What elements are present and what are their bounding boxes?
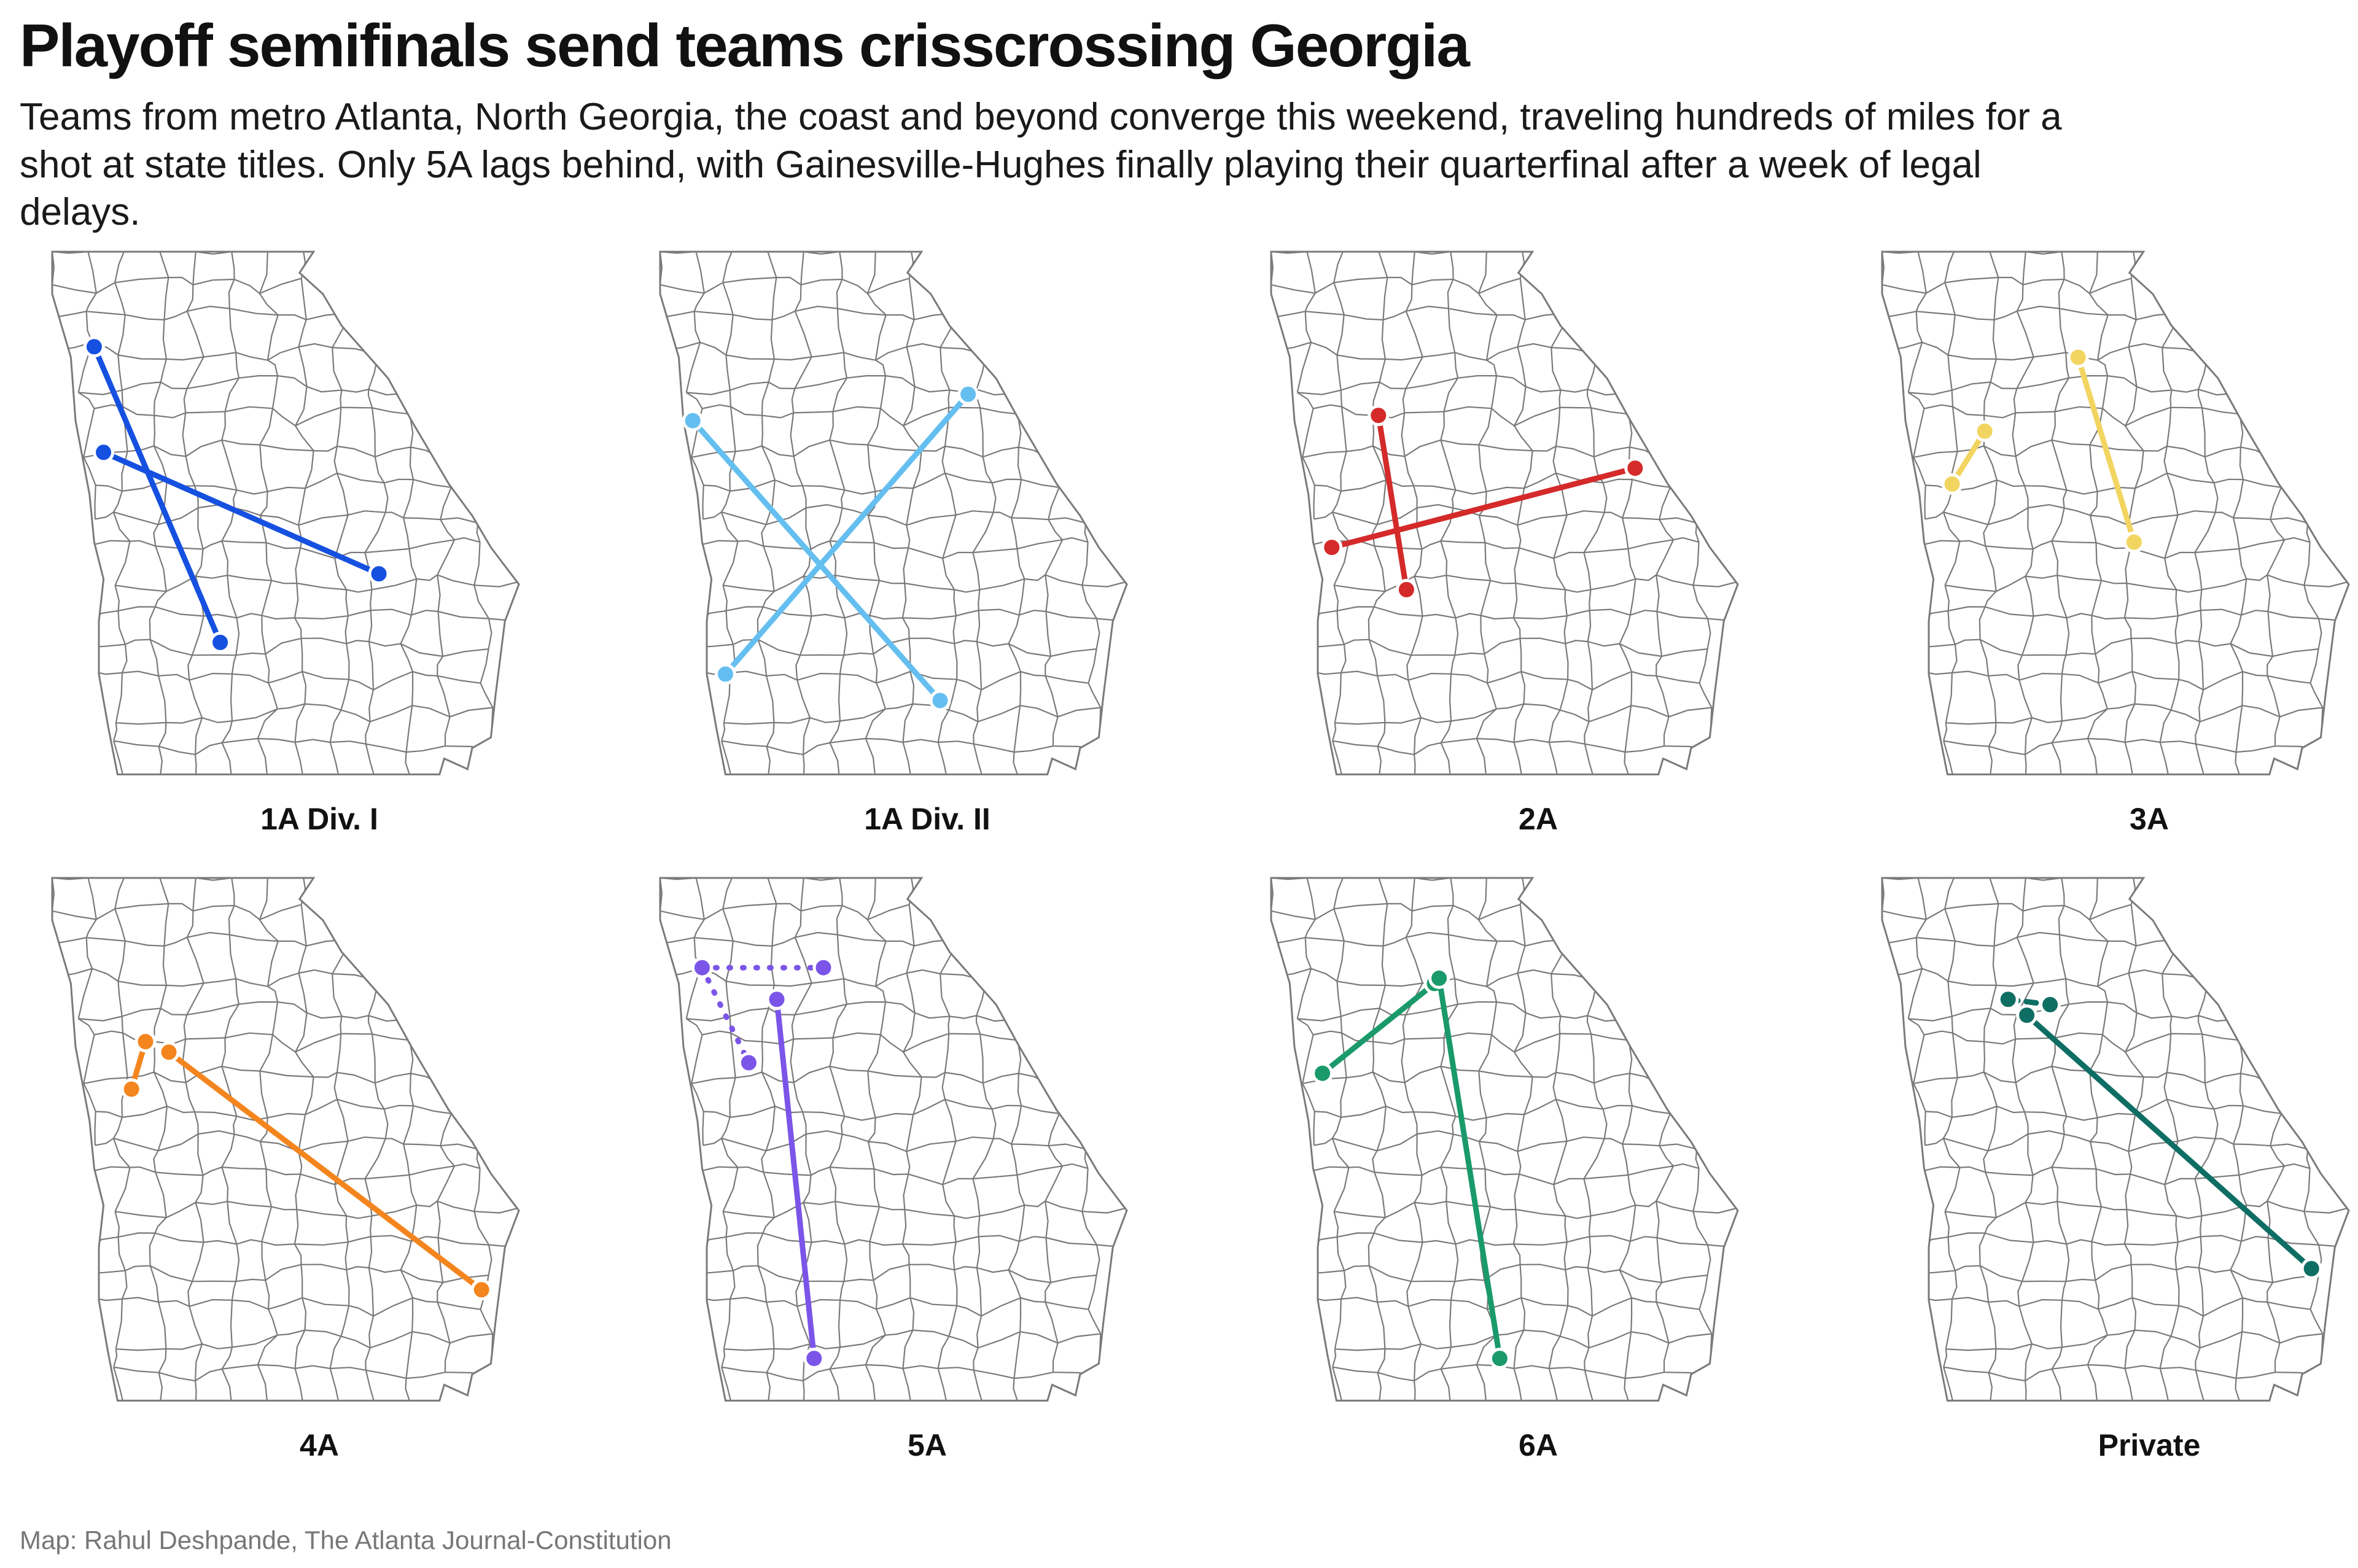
travel-route: [1329, 465, 1638, 551]
team-location-dot: [929, 689, 951, 712]
county-boundaries: [1271, 878, 1738, 1401]
team-location-dot: [2039, 993, 2061, 1015]
team-location-dot: [120, 1078, 142, 1100]
state-outline: [1270, 250, 1739, 775]
team-location-dot: [2016, 1004, 2038, 1027]
georgia-map: [659, 250, 1128, 775]
map-panel-6a: 6A: [1262, 872, 1815, 1492]
classification-label: Private: [2098, 1428, 2201, 1462]
county-boundaries: [1271, 252, 1738, 775]
travel-route: [699, 964, 752, 1066]
map-credit: Map: Rahul Deshpande, The Atlanta Journa…: [20, 1526, 672, 1554]
georgia-map: [51, 250, 520, 775]
travel-route: [690, 417, 943, 704]
team-location-dot: [714, 663, 736, 685]
classification-label: 5A: [908, 1428, 947, 1462]
team-location-dot: [691, 957, 713, 979]
classification-label: 6A: [1519, 1428, 1558, 1462]
travel-route: [91, 344, 224, 645]
team-location-dot: [368, 563, 390, 585]
georgia-map: [1270, 250, 1739, 775]
page-title: Playoff semifinals send teams crisscross…: [20, 12, 1470, 79]
state-outline: [1881, 877, 2350, 1402]
travel-route: [1376, 413, 1409, 592]
county-boundaries: [52, 252, 519, 775]
team-location-dot: [1395, 578, 1417, 600]
classification-label: 4A: [300, 1428, 339, 1462]
travel-route: [722, 391, 971, 677]
georgia-map: [1881, 250, 2350, 775]
map-panel-4a: 4A: [43, 872, 596, 1492]
team-location-dot: [134, 1031, 157, 1053]
team-location-dot: [812, 957, 835, 979]
map-panel-1a-div-i: 1A Div. I: [43, 246, 596, 866]
travel-route: [101, 449, 382, 577]
classification-label: 1A Div. II: [864, 802, 990, 836]
team-location-dot: [1997, 988, 2019, 1011]
state-outline: [1881, 250, 2350, 775]
team-location-dot: [1974, 420, 1996, 442]
county-boundaries: [1882, 878, 2349, 1401]
georgia-map: [1881, 877, 2350, 1402]
classification-label: 3A: [2130, 802, 2169, 836]
team-location-dot: [1624, 457, 1646, 479]
travel-route: [2075, 354, 2137, 545]
team-location-dot: [682, 409, 704, 432]
map-panel-private: Private: [1873, 872, 2358, 1492]
team-location-dot: [957, 383, 979, 405]
travel-route: [1320, 980, 1438, 1076]
georgia-map: [51, 877, 520, 1402]
team-location-dot: [2123, 531, 2145, 553]
team-location-dot: [737, 1052, 760, 1074]
team-location-dot: [1321, 537, 1343, 559]
state-outline: [51, 250, 520, 775]
team-location-dot: [1488, 1348, 1511, 1370]
map-panel-3a: 3A: [1873, 246, 2358, 866]
county-boundaries: [660, 252, 1127, 775]
team-location-dot: [1428, 967, 1450, 989]
team-location-dot: [83, 336, 105, 358]
county-boundaries: [660, 878, 1127, 1401]
map-panel-5a: 5A: [651, 872, 1204, 1492]
team-location-dot: [803, 1348, 825, 1370]
state-outline: [1270, 877, 1739, 1402]
team-location-dot: [1312, 1062, 1334, 1084]
state-outline: [51, 877, 520, 1402]
team-location-dot: [93, 441, 115, 464]
state-outline: [659, 877, 1128, 1402]
map-panel-1a-div-ii: 1A Div. II: [651, 246, 1204, 866]
classification-label: 2A: [1519, 802, 1558, 836]
travel-route: [166, 1049, 484, 1293]
team-location-dot: [1368, 405, 1390, 427]
team-location-dot: [1941, 473, 1963, 495]
travel-route: [774, 996, 817, 1362]
map-panel-2a: 2A: [1262, 246, 1815, 866]
page-subtitle: Teams from metro Atlanta, North Georgia,…: [20, 96, 2062, 233]
georgia-map: [1270, 877, 1739, 1402]
team-location-dot: [158, 1041, 180, 1063]
travel-route: [2024, 1012, 2314, 1271]
county-boundaries: [1882, 252, 2349, 775]
team-location-dot: [209, 631, 232, 653]
team-location-dot: [766, 988, 788, 1011]
state-outline: [659, 250, 1128, 775]
team-location-dot: [2300, 1257, 2322, 1279]
county-boundaries: [52, 878, 519, 1401]
travel-route: [1436, 975, 1503, 1362]
classification-label: 1A Div. I: [260, 802, 378, 836]
georgia-map: [659, 877, 1128, 1402]
team-location-dot: [2067, 346, 2089, 368]
team-location-dot: [470, 1279, 492, 1301]
